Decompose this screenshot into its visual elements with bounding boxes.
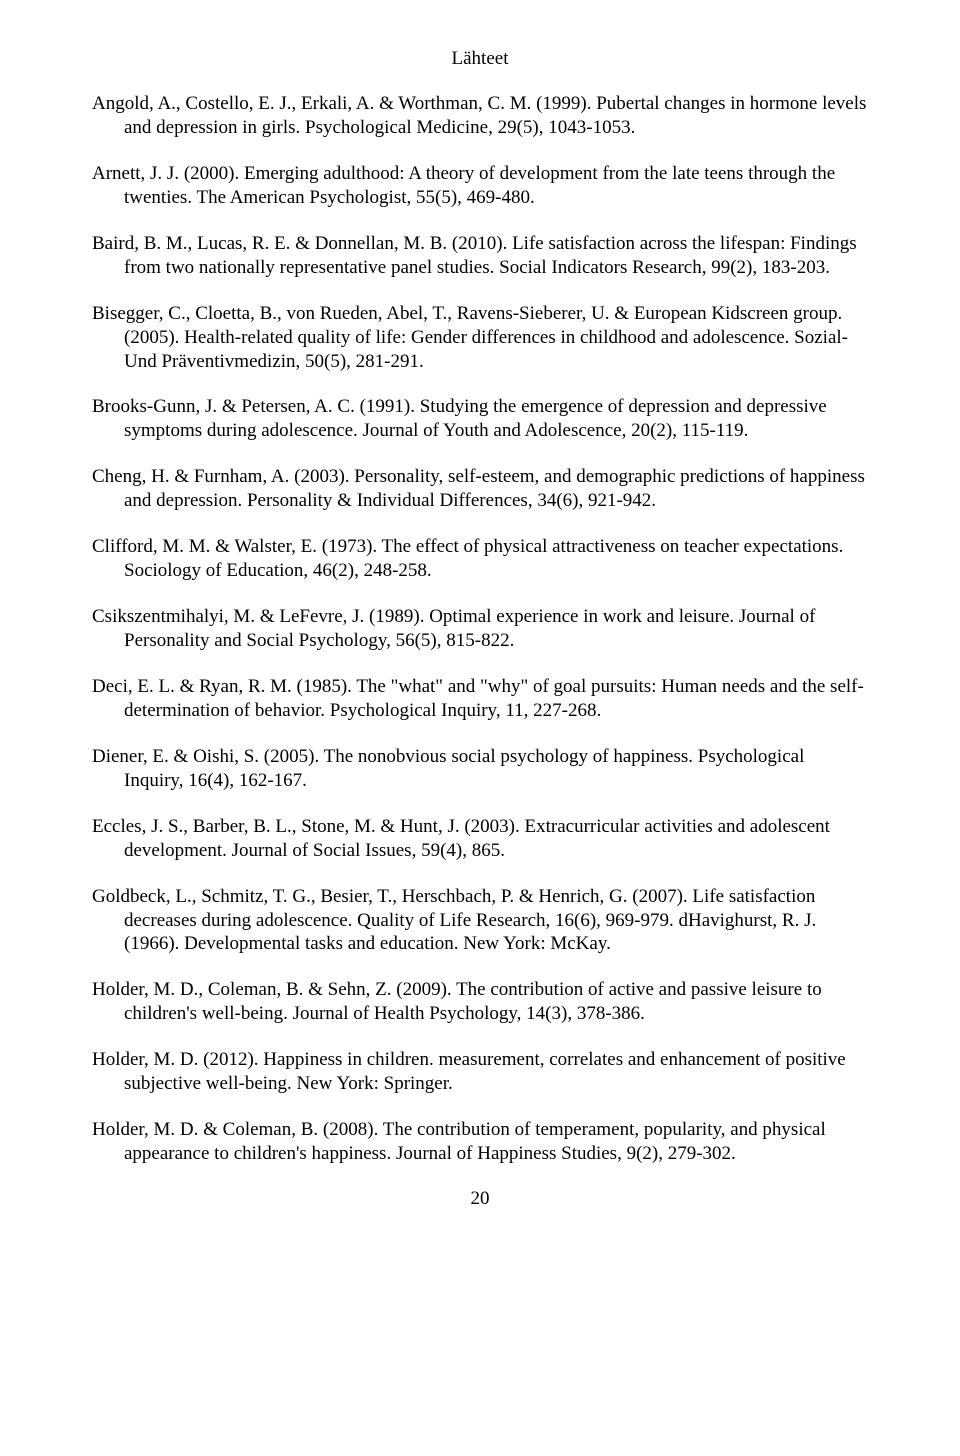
page-number: 20 bbox=[92, 1188, 868, 1210]
reference-entry: Angold, A., Costello, E. J., Erkali, A. … bbox=[92, 92, 868, 140]
reference-entry: Brooks-Gunn, J. & Petersen, A. C. (1991)… bbox=[92, 395, 868, 443]
page-title: Lähteet bbox=[92, 48, 868, 70]
page-container: Lähteet Angold, A., Costello, E. J., Erk… bbox=[0, 0, 960, 1250]
reference-entry: Csikszentmihalyi, M. & LeFevre, J. (1989… bbox=[92, 605, 868, 653]
reference-entry: Baird, B. M., Lucas, R. E. & Donnellan, … bbox=[92, 232, 868, 280]
references-list: Angold, A., Costello, E. J., Erkali, A. … bbox=[92, 92, 868, 1166]
reference-entry: Deci, E. L. & Ryan, R. M. (1985). The "w… bbox=[92, 675, 868, 723]
reference-entry: Holder, M. D. & Coleman, B. (2008). The … bbox=[92, 1118, 868, 1166]
reference-entry: Clifford, M. M. & Walster, E. (1973). Th… bbox=[92, 535, 868, 583]
reference-entry: Holder, M. D. (2012). Happiness in child… bbox=[92, 1048, 868, 1096]
reference-entry: Goldbeck, L., Schmitz, T. G., Besier, T.… bbox=[92, 885, 868, 957]
reference-entry: Eccles, J. S., Barber, B. L., Stone, M. … bbox=[92, 815, 868, 863]
reference-entry: Holder, M. D., Coleman, B. & Sehn, Z. (2… bbox=[92, 978, 868, 1026]
reference-entry: Diener, E. & Oishi, S. (2005). The nonob… bbox=[92, 745, 868, 793]
reference-entry: Bisegger, C., Cloetta, B., von Rueden, A… bbox=[92, 302, 868, 374]
reference-entry: Arnett, J. J. (2000). Emerging adulthood… bbox=[92, 162, 868, 210]
reference-entry: Cheng, H. & Furnham, A. (2003). Personal… bbox=[92, 465, 868, 513]
